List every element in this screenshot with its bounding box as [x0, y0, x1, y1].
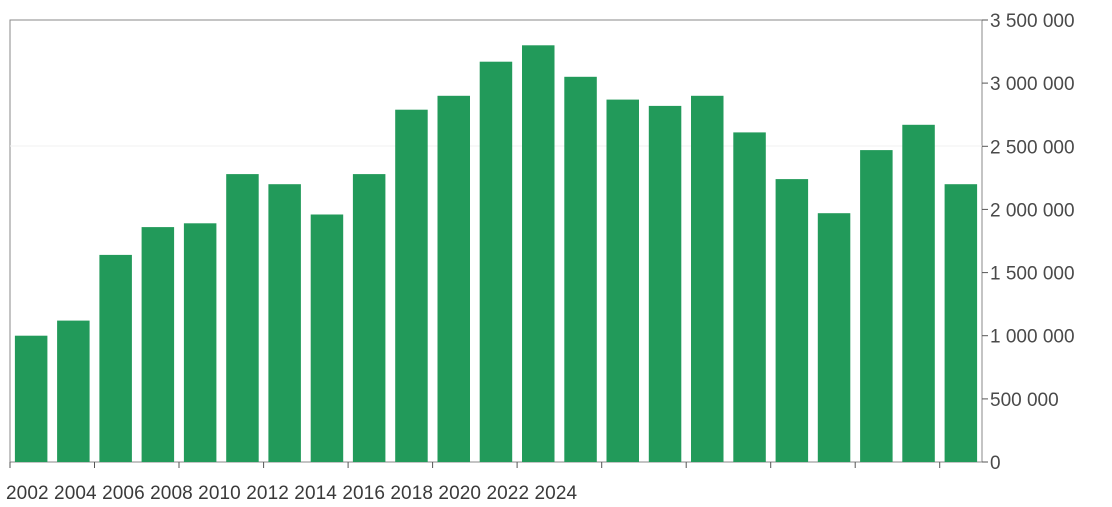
bar: [99, 255, 131, 462]
bar: [860, 150, 893, 462]
bar: [311, 215, 344, 463]
bar: [522, 45, 555, 462]
bar: [184, 223, 217, 462]
y-tick-label: 500 000: [990, 390, 1059, 411]
y-tick-label: 1 500 000: [990, 264, 1075, 285]
bar: [395, 110, 428, 462]
bar: [902, 125, 935, 462]
bar: [268, 184, 301, 462]
bar: [564, 77, 597, 462]
y-tick-label: 3 000 000: [990, 74, 1075, 95]
bar: [142, 227, 175, 462]
bar: [438, 96, 471, 462]
y-tick-label: 1 000 000: [990, 327, 1075, 348]
bar: [57, 321, 90, 462]
y-tick-label: 2 500 000: [990, 137, 1075, 158]
y-tick-label: 2 000 000: [990, 200, 1075, 221]
bar: [691, 96, 724, 462]
y-tick-label: 0: [990, 453, 1001, 474]
y-tick-label: 3 500 000: [990, 11, 1075, 32]
bar: [15, 336, 48, 462]
bar: [226, 174, 259, 462]
x-axis: [10, 462, 940, 468]
bar: [480, 62, 513, 462]
bar: [649, 106, 682, 462]
bar: [818, 213, 851, 462]
bar: [733, 132, 766, 462]
bar: [607, 100, 640, 462]
bar: [353, 174, 386, 462]
y-axis: 0 500 000 1 000 000 1 500 000 2 000 000 2 500…: [982, 11, 1075, 474]
bar: [776, 179, 809, 462]
x-axis-tick-labels: 2002 2004 2006 2008 2010 2012 2014 2016 …: [6, 483, 577, 505]
bar: [945, 184, 978, 462]
